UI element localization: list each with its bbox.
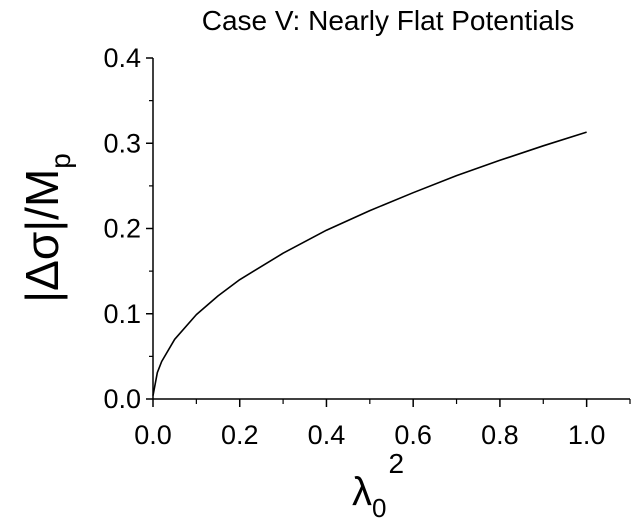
x-axis-ticks: 0.0 0.2 0.4 0.6 0.8 1.0 bbox=[134, 399, 631, 450]
x-tick-label: 0.4 bbox=[308, 420, 346, 450]
plot-area bbox=[152, 131, 587, 396]
x-tick-label: 0.8 bbox=[481, 420, 519, 450]
y-tick-label: 0.2 bbox=[103, 214, 141, 244]
series-line-0 bbox=[152, 131, 587, 396]
y-axis-label-main: |Δσ|/M bbox=[16, 169, 68, 303]
y-tick-label: 0.3 bbox=[103, 128, 141, 158]
x-tick-label: 0.2 bbox=[221, 420, 259, 450]
chart-title: Case V: Nearly Flat Potentials bbox=[202, 5, 574, 36]
y-tick-label: 0.0 bbox=[103, 384, 141, 414]
x-axis-label: λ02 bbox=[352, 448, 404, 519]
y-tick-label: 0.1 bbox=[103, 299, 141, 329]
y-axis-label-subscript: p bbox=[45, 153, 76, 169]
y-axis-ticks: 0.0 0.1 0.2 0.3 0.4 bbox=[103, 43, 153, 414]
y-tick-label: 0.4 bbox=[103, 43, 141, 73]
y-axis-label: |Δσ|/Mp bbox=[16, 153, 76, 303]
x-tick-label: 0.0 bbox=[134, 420, 172, 450]
x-axis-label-subscript: 0 bbox=[372, 493, 386, 519]
x-axis-label-main: λ bbox=[352, 470, 372, 514]
x-tick-label: 1.0 bbox=[568, 420, 606, 450]
x-tick-label: 0.6 bbox=[394, 420, 432, 450]
x-axis-label-superscript: 2 bbox=[388, 448, 404, 479]
axes bbox=[152, 58, 630, 400]
